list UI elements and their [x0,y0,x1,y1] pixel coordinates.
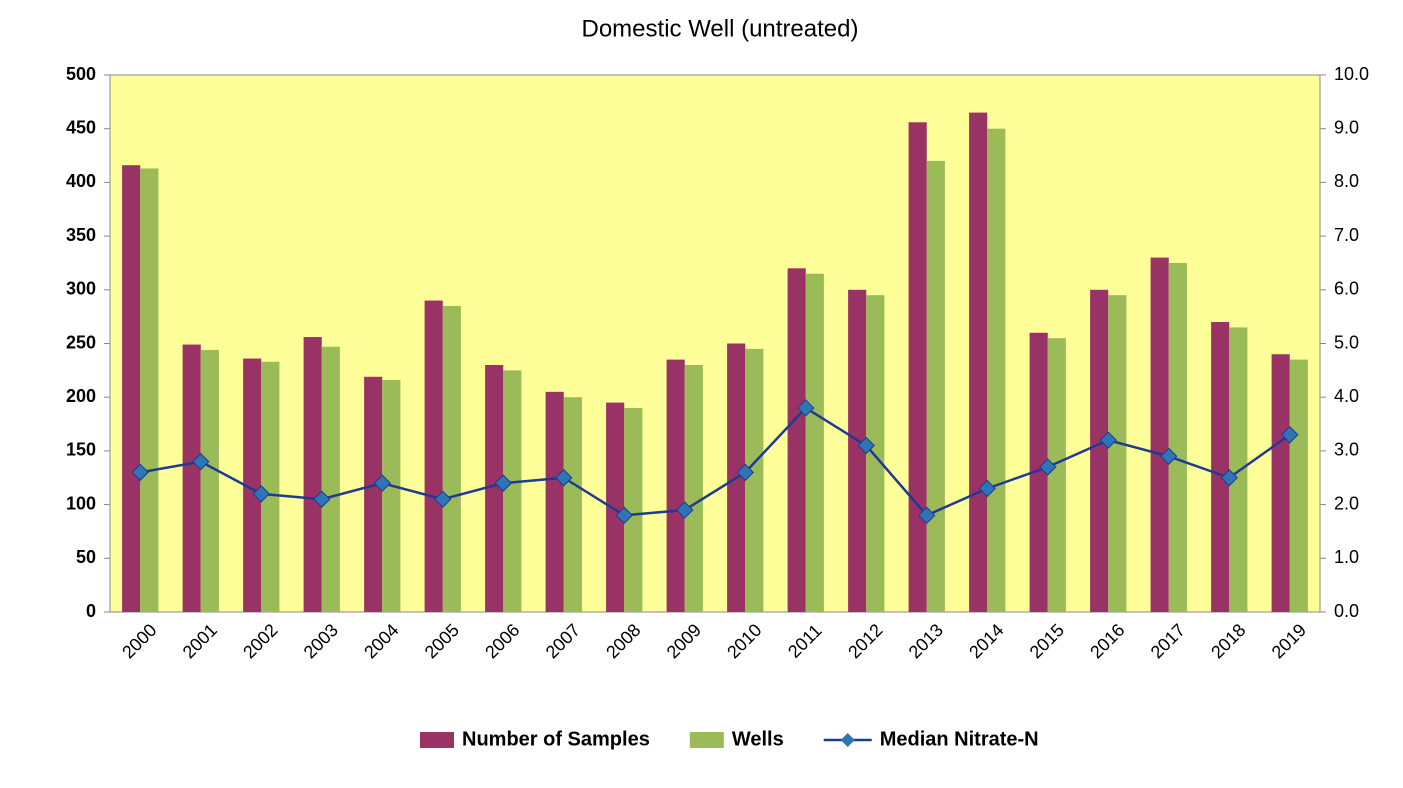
bar [1169,263,1187,612]
bar [546,392,564,612]
x-tick-label: 2015 [1026,620,1068,662]
bar [382,380,400,612]
bar [667,360,685,612]
x-tick-label: 2008 [602,620,644,662]
x-tick-label: 2004 [360,620,402,662]
x-tick-label: 2019 [1268,620,1310,662]
x-tick-label: 2001 [179,620,221,662]
bar [1272,354,1290,612]
bar [1229,327,1247,612]
bar [1211,322,1229,612]
y2-tick-label: 5.0 [1334,332,1359,352]
x-tick-label: 2003 [300,620,342,662]
x-tick-label: 2002 [239,620,281,662]
y2-tick-label: 8.0 [1334,171,1359,191]
bar [1090,290,1108,612]
y2-tick-label: 6.0 [1334,279,1359,299]
x-tick-label: 2017 [1147,620,1189,662]
legend-swatch [690,732,724,748]
x-tick-label: 2012 [844,620,886,662]
y2-tick-label: 0.0 [1334,601,1359,621]
bar [183,345,201,612]
legend-swatch [420,732,454,748]
y-tick-label: 100 [66,493,96,513]
y2-tick-label: 1.0 [1334,547,1359,567]
y2-tick-label: 4.0 [1334,386,1359,406]
bar [987,129,1005,612]
bar [1108,295,1126,612]
x-tick-label: 2011 [784,620,826,662]
y2-tick-label: 9.0 [1334,117,1359,137]
bar [322,347,340,612]
y2-tick-label: 7.0 [1334,225,1359,245]
bar [606,403,624,612]
y-tick-label: 500 [66,64,96,84]
bar [122,165,140,612]
chart: Domestic Well (untreated) 05010015020025… [0,0,1403,783]
y-tick-label: 350 [66,225,96,245]
bar [1290,360,1308,612]
legend-label: Wells [732,728,784,750]
bar [788,268,806,612]
legend-marker [841,733,855,747]
x-tick-label: 2009 [663,620,705,662]
bar [503,370,521,612]
y-tick-label: 250 [66,332,96,352]
bar [685,365,703,612]
bar [564,397,582,612]
x-tick-label: 2018 [1207,620,1249,662]
legend-label: Median Nitrate-N [880,728,1039,750]
bar [1151,258,1169,612]
bar [201,350,219,612]
x-tick-label: 2005 [421,620,463,662]
y-tick-label: 400 [66,171,96,191]
y-tick-label: 0 [86,601,96,621]
bar [927,161,945,612]
chart-title: Domestic Well (untreated) [582,15,859,42]
y-tick-label: 300 [66,279,96,299]
y2-tick-label: 3.0 [1334,440,1359,460]
x-tick-label: 2006 [481,620,523,662]
y-tick-label: 450 [66,117,96,137]
bar [745,349,763,612]
x-tick-label: 2013 [905,620,947,662]
bar [140,168,158,612]
y-tick-label: 150 [66,440,96,460]
bar [364,377,382,612]
x-tick-label: 2016 [1086,620,1128,662]
bar [304,337,322,612]
x-tick-label: 2000 [118,620,160,662]
y-tick-label: 50 [76,547,96,567]
bar [425,301,443,612]
bar [261,362,279,612]
x-tick-label: 2007 [542,620,584,662]
bar [866,295,884,612]
bar [806,274,824,612]
y2-tick-label: 10.0 [1334,64,1369,84]
bar [443,306,461,612]
y2-tick-label: 2.0 [1334,493,1359,513]
y-tick-label: 200 [66,386,96,406]
legend-label: Number of Samples [462,728,650,750]
bar [909,122,927,612]
bar [969,113,987,612]
plot-area [110,75,1320,612]
x-tick-label: 2010 [723,620,765,662]
x-tick-label: 2014 [965,620,1007,662]
bar [1048,338,1066,612]
